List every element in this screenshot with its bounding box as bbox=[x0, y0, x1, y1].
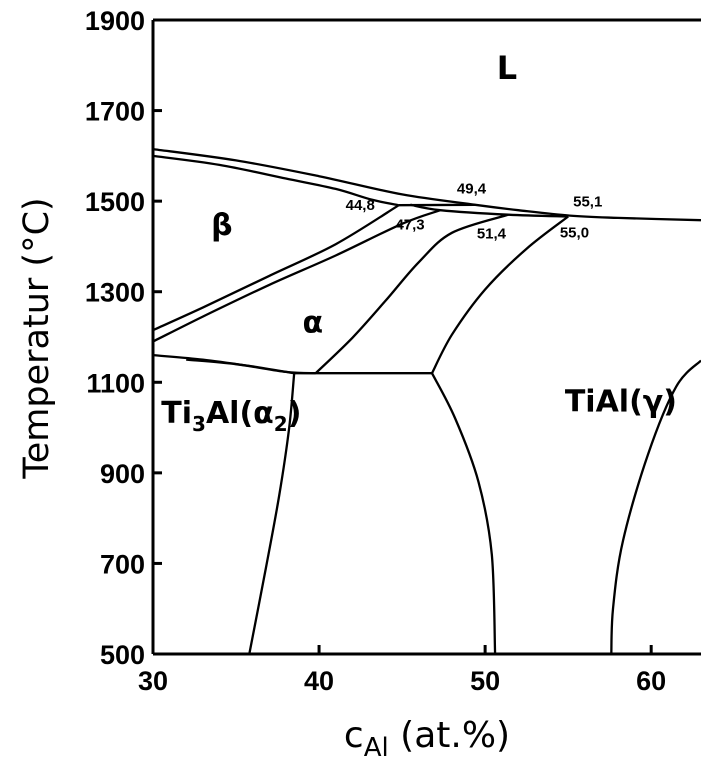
y-tick-label: 1300 bbox=[85, 278, 145, 308]
phase-boundaries bbox=[152, 147, 701, 655]
x-axis-title-subscript: Al bbox=[364, 733, 389, 763]
annotation-c473: 47,3 bbox=[395, 217, 424, 234]
phase-boundary-line bbox=[610, 359, 701, 655]
ti3al-base: Ti bbox=[161, 396, 192, 431]
region-label-ti3al: Ti3Al(α2) bbox=[161, 396, 301, 436]
annotation-c514: 51,4 bbox=[477, 225, 507, 242]
y-tick-label: 900 bbox=[100, 459, 145, 489]
region-label-tial: TiAl(γ) bbox=[565, 385, 677, 420]
y-tick-label: 1700 bbox=[85, 97, 145, 127]
annotation-c551: 55,1 bbox=[573, 194, 602, 211]
x-tick-label: 60 bbox=[636, 666, 666, 696]
x-axis-ticks: 30 40 50 60 bbox=[138, 645, 666, 696]
region-label-alpha: α bbox=[302, 305, 323, 340]
x-axis-title-rest: (at.%) bbox=[389, 715, 510, 756]
phase-region-labels: Lβ α bbox=[211, 49, 517, 341]
x-axis-title-main: c bbox=[344, 715, 364, 756]
ti3al-sub2: 2 bbox=[274, 412, 288, 436]
ti3al-mid: Al(α bbox=[206, 396, 274, 431]
region-label-L: L bbox=[497, 49, 517, 87]
region-label-beta: β bbox=[211, 208, 232, 243]
phase-boundary-line bbox=[248, 373, 296, 655]
ti3al-end: ) bbox=[288, 396, 302, 431]
y-axis-ticks: 500 700 900 1100 1300 1500 1700 1900 bbox=[85, 6, 162, 670]
phase-boundary-line bbox=[152, 209, 441, 343]
phase-boundary-line bbox=[430, 372, 497, 655]
x-axis-title: cAl (at.%) bbox=[344, 715, 510, 763]
y-tick-label: 1900 bbox=[85, 6, 145, 36]
y-tick-label: 700 bbox=[100, 549, 145, 579]
phase-boundary-line bbox=[152, 147, 701, 222]
y-tick-label: 1100 bbox=[86, 368, 145, 398]
annotation-c494: 49,4 bbox=[457, 180, 487, 197]
y-tick-label: 500 bbox=[100, 640, 145, 670]
x-tick-label: 50 bbox=[470, 666, 500, 696]
axes bbox=[151, 18, 701, 656]
composition-annotations: 44,8 49,4 47,3 51,4 55,1 55,0 bbox=[346, 180, 603, 242]
x-tick-label: 40 bbox=[304, 666, 334, 696]
phase-boundary-line bbox=[430, 215, 569, 374]
annotation-c448: 44,8 bbox=[346, 197, 375, 214]
annotation-c550: 55,0 bbox=[560, 224, 589, 241]
y-axis-title: Temperatur (°C) bbox=[17, 197, 57, 479]
y-tick-label: 1500 bbox=[85, 187, 145, 217]
phase-boundary-line bbox=[152, 204, 400, 332]
phase-boundary-line bbox=[314, 213, 509, 375]
ti3al-sub: 3 bbox=[192, 412, 206, 436]
phase-boundary-line bbox=[410, 203, 569, 218]
phase-boundary-line bbox=[152, 154, 400, 207]
x-tick-label: 30 bbox=[138, 666, 168, 696]
